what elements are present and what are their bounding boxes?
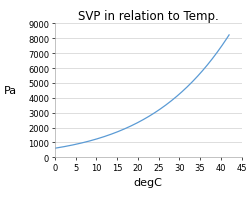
Text: Pa: Pa — [3, 86, 16, 96]
Title: SVP in relation to Temp.: SVP in relation to Temp. — [78, 10, 219, 23]
X-axis label: degC: degC — [134, 178, 163, 187]
